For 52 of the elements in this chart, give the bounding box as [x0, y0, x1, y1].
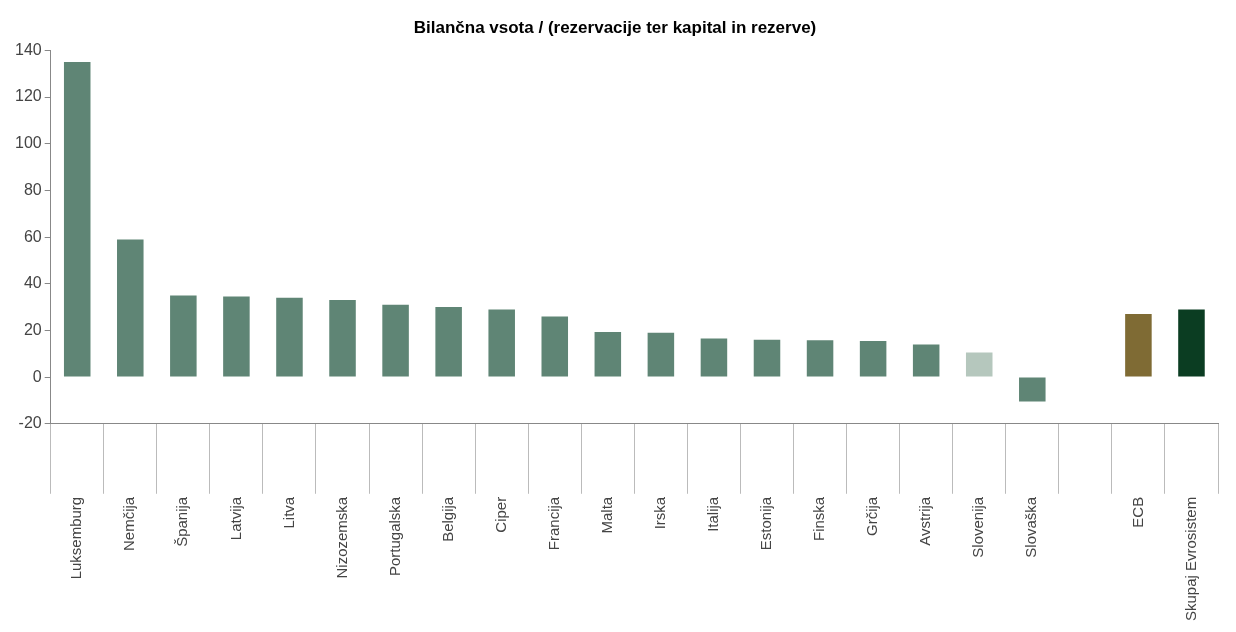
bar: [170, 295, 197, 377]
chart-title: Bilančna vsota / (rezervacije ter kapital in rezerve): [413, 17, 817, 37]
y-tick-label: 80: [23, 180, 42, 198]
bar: [276, 297, 303, 377]
bar: [1178, 309, 1205, 377]
x-tick-label: Italija: [704, 496, 722, 532]
x-tick-label: ECB: [1128, 496, 1146, 528]
y-tick-label: 20: [23, 320, 42, 338]
bar: [647, 332, 675, 377]
x-tick-label: Avstrija: [916, 496, 934, 546]
bar: [382, 304, 409, 377]
x-tick-label: Latvija: [226, 496, 244, 541]
x-tick-label: Slovenija: [969, 496, 987, 558]
y-tick-label: 60: [23, 227, 42, 245]
bar: [117, 239, 144, 377]
bar: [541, 316, 569, 377]
bar: [859, 340, 887, 377]
bar: [1125, 314, 1152, 377]
x-tick-label: Francija: [544, 496, 562, 551]
y-tick-label: -20: [18, 414, 42, 432]
x-tick-label: Portugalska: [385, 496, 403, 577]
x-tick-label: Skupaj Evrosistem: [1181, 496, 1199, 622]
y-tick-label: 120: [14, 87, 42, 105]
bar: [63, 62, 91, 377]
x-tick-label: Malta: [597, 496, 615, 534]
x-tick-label: Slovaška: [1022, 496, 1040, 558]
y-tick-label: 40: [23, 274, 42, 292]
bar: [753, 339, 781, 377]
bar: [912, 344, 940, 377]
x-tick-label: Luksemburg: [67, 496, 85, 580]
bar: [700, 338, 728, 377]
x-tick-label: Nizozemska: [332, 496, 350, 579]
bar: [435, 307, 462, 377]
y-tick-label: 0: [32, 367, 42, 385]
bar: [488, 309, 515, 377]
x-tick-label: Irska: [651, 496, 669, 530]
x-tick-label: Estonija: [757, 496, 775, 551]
bar: [594, 332, 622, 377]
x-tick-label: Belgija: [438, 496, 456, 542]
y-tick-label: 100: [14, 134, 42, 152]
bar: [1019, 377, 1046, 402]
bar: [329, 300, 356, 377]
x-tick-label: Ciper: [491, 496, 509, 533]
bar: [965, 352, 993, 377]
bar: [806, 340, 834, 377]
x-tick-label: Litva: [279, 496, 297, 529]
x-tick-label: Španija: [173, 496, 191, 547]
x-tick-label: Nemčija: [120, 496, 138, 551]
x-tick-label: Grčija: [863, 496, 881, 536]
x-tick-label: Finska: [810, 496, 828, 541]
bar: [223, 296, 250, 377]
y-tick-label: 140: [14, 40, 42, 58]
